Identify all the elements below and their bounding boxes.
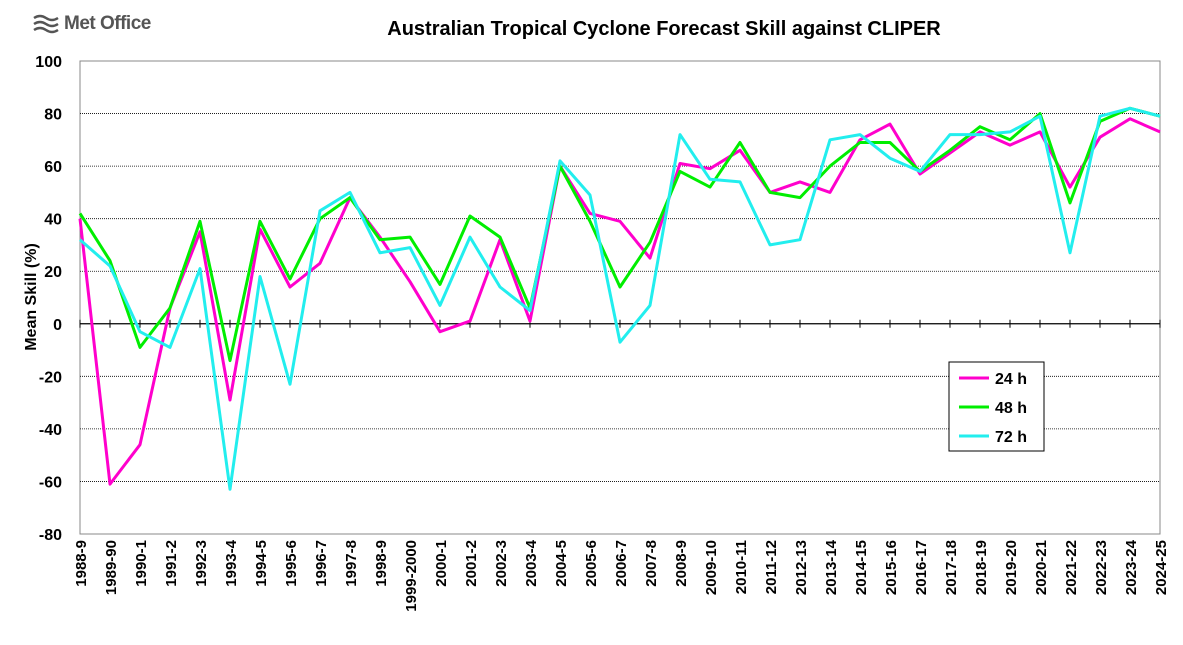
grid-lines	[79, 113, 1161, 482]
y-tick-label: 40	[44, 212, 62, 229]
x-tick-label: 1990-1	[133, 540, 150, 587]
chart-title: Australian Tropical Cyclone Forecast Ski…	[387, 18, 941, 40]
x-tick-label: 1992-3	[193, 540, 210, 587]
x-tick-label: 2016-17	[913, 540, 930, 595]
x-tick-label: 2010-11	[733, 540, 750, 594]
legend-label: 48 h	[995, 400, 1027, 417]
x-axis-ticks: 1988-9 1989-90 1990-1 1991-2 1992-3 1993-4 199…	[73, 539, 1170, 611]
x-tick-label: 2002-3	[493, 540, 510, 587]
x-tick-label: 1994-5	[253, 540, 270, 587]
x-tick-label: 2000-1	[433, 540, 450, 587]
series-line-48h	[78, 106, 1161, 363]
x-tick-label: 2009-10	[703, 540, 720, 595]
x-tick-label: 1989-90	[103, 540, 120, 595]
x-tick-label: 1999-2000	[403, 540, 420, 612]
y-tick-label: -80	[39, 527, 62, 544]
y-tick-label: -60	[39, 474, 62, 491]
x-tick-label: 2021-22	[1063, 540, 1080, 595]
y-axis-label: Mean Skill (%)	[23, 243, 40, 351]
legend-label: 72 h	[995, 429, 1027, 446]
plot-area	[79, 60, 1161, 535]
x-tick-label: 1995-6	[283, 540, 300, 587]
y-tick-label: 100	[35, 54, 62, 71]
x-tick-label: 2008-9	[673, 540, 690, 587]
y-tick-label: 60	[44, 159, 62, 176]
x-tick-label: 2013-14	[823, 539, 840, 595]
y-tick-label: 0	[53, 317, 62, 334]
x-tick-label: 2017-18	[943, 540, 960, 595]
x-tick-label: 1993-4	[223, 539, 240, 586]
x-tick-label: 2006-7	[613, 540, 630, 587]
met-office-logo: Met Office	[32, 10, 151, 38]
y-tick-label: -20	[39, 369, 62, 386]
x-tick-label: 2005-6	[583, 540, 600, 587]
series-line-24h	[78, 117, 1161, 486]
x-tick-label: 2022-23	[1093, 540, 1110, 595]
x-tick-label: 1997-8	[343, 540, 360, 587]
legend: 24 h 48 h 72 h	[948, 361, 1045, 452]
x-tick-label: 2023-24	[1123, 539, 1140, 595]
series-line-72h	[79, 106, 1161, 491]
x-tick-label: 2024-25	[1153, 540, 1170, 595]
met-office-logo-icon	[33, 14, 59, 34]
x-tick-label: 2003-4	[523, 539, 540, 586]
x-tick-label: 2004-5	[553, 540, 570, 587]
x-tick-label: 2007-8	[643, 540, 660, 587]
x-tick-label: 1988-9	[73, 540, 90, 587]
y-axis-ticks: -80 -60 -40 -20 0 20 40 60 80 100	[35, 54, 62, 544]
y-tick-label: -40	[39, 422, 62, 439]
x-tick-label: 2019-20	[1003, 540, 1020, 595]
x-tick-label: 1996-7	[313, 540, 330, 587]
x-tick-label: 2020-21	[1033, 540, 1050, 595]
y-tick-label: 20	[44, 264, 62, 281]
x-tick-label: 2001-2	[463, 540, 480, 587]
logo-text: Met Office	[64, 13, 151, 34]
series-lines	[78, 106, 1161, 491]
x-tick-label: 2018-19	[973, 540, 990, 595]
x-tick-label: 2014-15	[853, 540, 870, 595]
x-tick-label: 2011-12	[763, 540, 780, 594]
x-tick-label: 2012-13	[793, 540, 810, 595]
x-tick-label: 1998-9	[373, 540, 390, 587]
x-tick-label: 2015-16	[883, 540, 900, 595]
legend-label: 24 h	[995, 371, 1027, 388]
y-tick-label: 80	[44, 107, 62, 124]
x-tick-label: 1991-2	[163, 540, 180, 587]
